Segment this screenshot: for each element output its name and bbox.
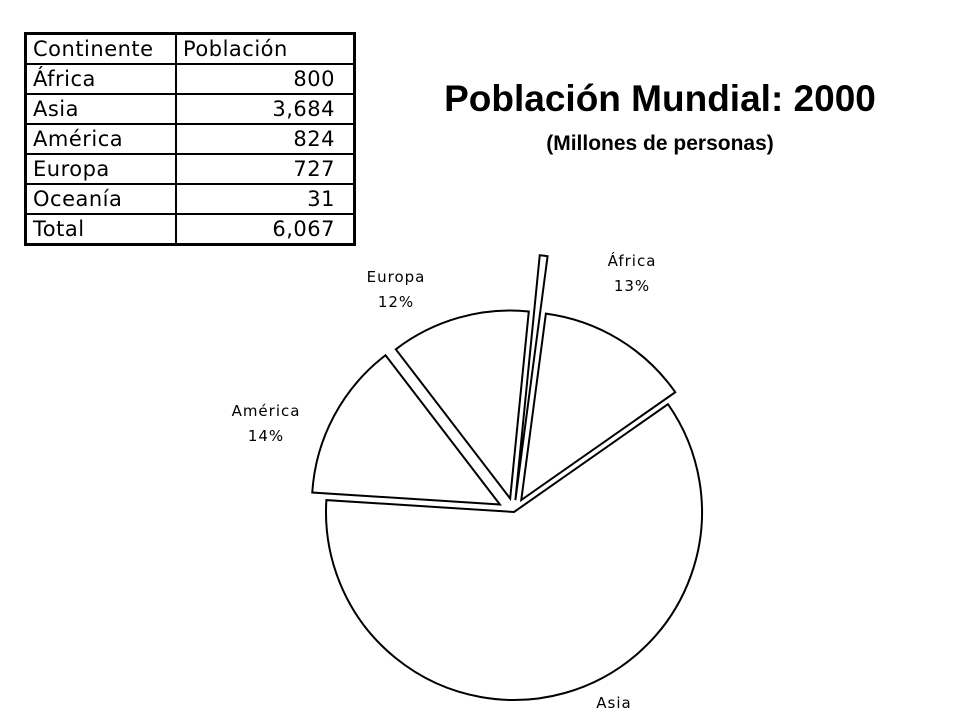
pie-slice-oceanía xyxy=(514,254,549,501)
slice-label-name: América xyxy=(232,402,301,420)
slice-label-name: Asia xyxy=(596,694,631,712)
table-row: América 824 xyxy=(24,123,356,155)
population-cell: Población xyxy=(175,32,356,65)
population-cell: 824 xyxy=(175,123,356,155)
pie-slice-áfrica xyxy=(519,312,677,503)
continent-cell: América xyxy=(24,123,177,155)
population-cell: 3,684 xyxy=(175,93,356,125)
table-row: Total 6,067 xyxy=(24,213,356,246)
table-header-row: Continente Población xyxy=(24,32,356,65)
continent-cell: Europa xyxy=(24,153,177,185)
population-cell: 727 xyxy=(175,153,356,185)
slice-label-percent: 14% xyxy=(248,427,284,445)
population-cell: 6,067 xyxy=(175,213,356,246)
chart-title: Población Mundial: 2000 xyxy=(444,78,876,119)
slice-label-percent: 13% xyxy=(614,277,650,295)
continent-cell: Asia xyxy=(24,93,177,125)
pie-slice-asia xyxy=(325,402,703,701)
slice-label-name: África xyxy=(608,251,657,270)
slice-label-name: Europa xyxy=(367,268,426,286)
table-row: África 800 xyxy=(24,63,356,95)
population-table: Continente Población África 800 Asia 3,684 Amé… xyxy=(24,32,356,246)
table-row: Oceanía 31 xyxy=(24,183,356,215)
continent-cell: Total xyxy=(24,213,177,246)
continent-cell: Oceanía xyxy=(24,183,177,215)
population-cell: 31 xyxy=(175,183,356,215)
pie-slice-europa xyxy=(394,309,530,502)
chart-subtitle: (Millones de personas) xyxy=(546,132,774,155)
continent-cell: África xyxy=(24,63,177,95)
population-cell: 800 xyxy=(175,63,356,95)
table-row: Europa 727 xyxy=(24,153,356,185)
pie-slice-américa xyxy=(311,353,503,506)
slice-label-percent: 12% xyxy=(378,293,414,311)
table-row: Asia 3,684 xyxy=(24,93,356,125)
